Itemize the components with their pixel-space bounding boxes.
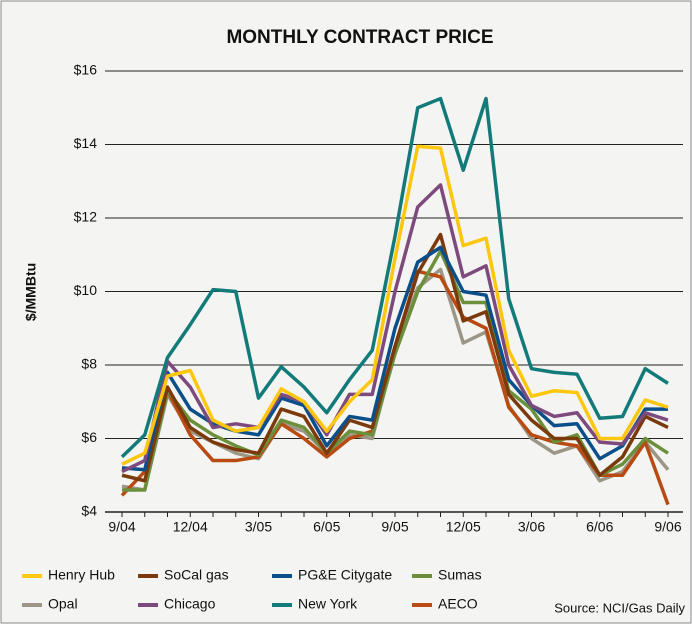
x-tick-label: 12/05 bbox=[446, 519, 481, 535]
legend-label: New York bbox=[298, 596, 358, 612]
x-tick-label: 12/04 bbox=[173, 519, 208, 535]
source: Source: NCI/Gas Daily bbox=[554, 600, 685, 615]
series-line bbox=[121, 232, 669, 483]
legend-label: Opal bbox=[48, 596, 78, 612]
y-tick-label: $6 bbox=[81, 429, 97, 445]
chart-title: MONTHLY CONTRACT PRICE bbox=[226, 27, 493, 48]
x-tick-label: 6/06 bbox=[586, 519, 613, 535]
x-tick-label: 3/05 bbox=[245, 519, 272, 535]
y-tick-label: $12 bbox=[74, 209, 98, 225]
x-tick-label: 9/04 bbox=[108, 519, 135, 535]
x-tick-label: 3/06 bbox=[518, 519, 545, 535]
y-tick-label: $16 bbox=[74, 62, 98, 78]
x-tick-label: 6/05 bbox=[313, 519, 340, 535]
legend-label: Sumas bbox=[438, 567, 482, 583]
series-line bbox=[121, 144, 669, 466]
series-line bbox=[122, 249, 669, 492]
y-tick-label: $14 bbox=[74, 135, 98, 151]
x-tick-label: 9/06 bbox=[654, 519, 681, 535]
x-tick-label: 9/05 bbox=[381, 519, 408, 535]
legend-label: PG&E Citygate bbox=[298, 567, 392, 583]
y-tick-label: $8 bbox=[81, 356, 97, 372]
legend-label: SoCal gas bbox=[164, 567, 229, 583]
y-tick-label: $4 bbox=[81, 503, 97, 519]
series-line bbox=[121, 245, 668, 472]
series-line bbox=[121, 183, 669, 474]
y-tick-label: $10 bbox=[74, 282, 98, 298]
legend-label: AECO bbox=[438, 596, 478, 612]
legend-label: Chicago bbox=[164, 596, 216, 612]
y-axis-label: $/MMBtu bbox=[23, 263, 39, 321]
legend-label: Henry Hub bbox=[48, 567, 115, 583]
series-line bbox=[120, 96, 669, 459]
